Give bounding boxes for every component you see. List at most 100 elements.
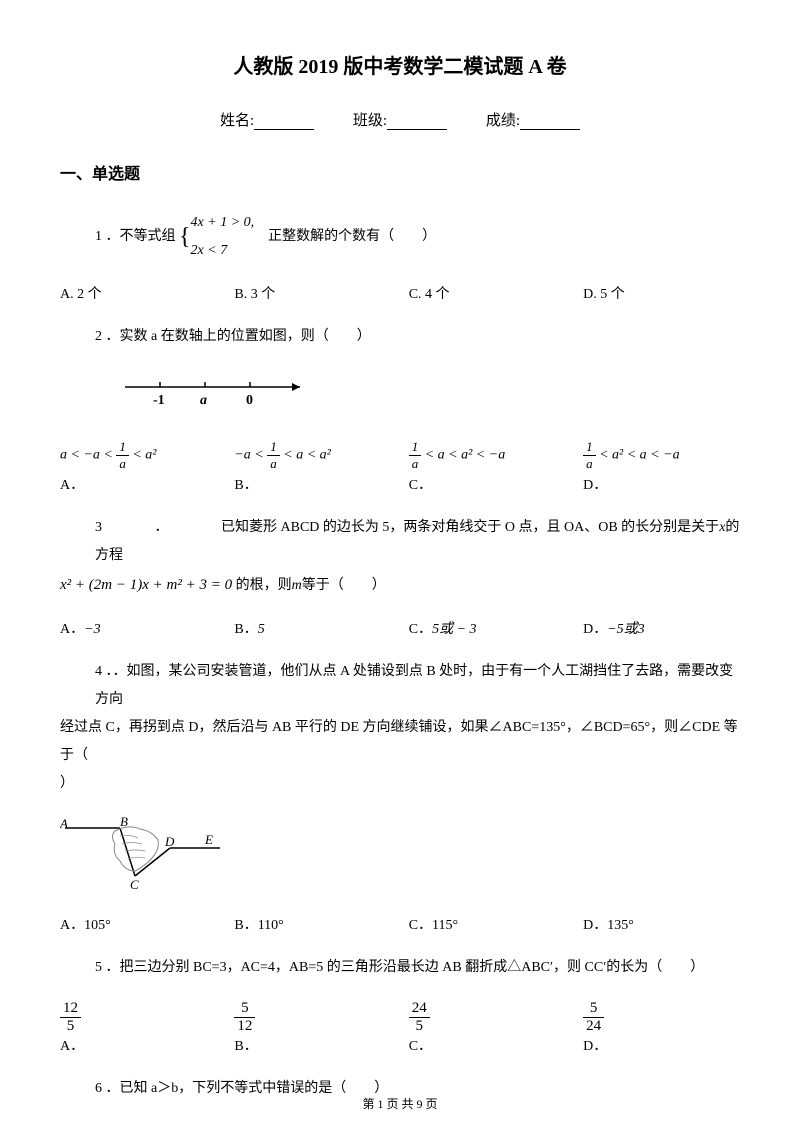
q5-optC-den: 5 xyxy=(409,1018,430,1035)
question-2: 2 ．实数 a 在数轴上的位置如图，则（ ） xyxy=(60,323,740,351)
q5-optC-num: 24 xyxy=(409,1000,430,1018)
q3-optD-val: −5或3 xyxy=(607,622,644,637)
q3-num: 3 xyxy=(95,520,102,535)
class-label: 班级: xyxy=(353,113,387,129)
question-4: 4 ．．如图，某公司安装管道，他们从点 A 处铺设到点 B 处时，由于有一个人工… xyxy=(60,658,740,798)
brace-icon: { xyxy=(179,224,191,250)
q1-prefix: 1 ．不等式组 xyxy=(95,229,176,244)
page-footer: 第 1 页 共 9 页 xyxy=(0,1095,800,1112)
q4-label-D: D xyxy=(164,834,175,849)
q3-optC: C．5或 − 3 xyxy=(409,618,583,638)
class-blank[interactable] xyxy=(387,115,447,130)
q1-optA: A. 2 个 xyxy=(60,283,234,303)
q3-optA-label: A． xyxy=(60,622,84,637)
q5-text: 5 ．把三边分别 BC=3，AC=4，AB=5 的三角形沿最长边 AB 翻折成△… xyxy=(60,954,740,982)
q3-optA-val: −3 xyxy=(84,622,100,637)
score-label: 成绩: xyxy=(486,113,520,129)
q2-optD-den: a xyxy=(583,456,596,472)
q2-number-line: -1 a 0 xyxy=(120,369,740,414)
q2-optC-label: C． xyxy=(409,478,432,493)
q2-optC-post: < a < a² < −a xyxy=(421,448,505,463)
q3-text1: 已知菱形 ABCD 的边长为 5，两条对角线交于 O 点，且 OA、OB 的长分… xyxy=(221,520,719,535)
q1-options: A. 2 个 B. 3 个 C. 4 个 D. 5 个 xyxy=(60,283,740,303)
q3-optD: D．−5或3 xyxy=(583,618,740,638)
question-3: 3 ． 已知菱形 ABCD 的边长为 5，两条对角线交于 O 点，且 OA、OB… xyxy=(60,514,740,600)
q3-optD-label: D． xyxy=(583,622,607,637)
student-info-line: 姓名: 班级: 成绩: xyxy=(60,109,740,130)
name-blank[interactable] xyxy=(254,115,314,130)
q2-optB-post: < a < a² xyxy=(280,448,331,463)
q3-m: m xyxy=(292,578,302,593)
q3-equation: x² + (2m − 1)x + m² + 3 = 0 xyxy=(60,577,232,593)
q3-optC-val: 5或 − 3 xyxy=(432,622,476,637)
axis-a: a xyxy=(200,393,207,408)
q5-optD-label: D． xyxy=(583,1039,607,1054)
q1-optB: B. 3 个 xyxy=(234,283,408,303)
q5-optB-den: 12 xyxy=(234,1018,255,1035)
q3-optB-val: 5 xyxy=(258,622,265,637)
q5-optD-den: 24 xyxy=(583,1018,604,1035)
q3-text2a: 的根，则 xyxy=(236,578,292,593)
q4-text1: 4 ．．如图，某公司安装管道，他们从点 A 处铺设到点 B 处时，由于有一个人工… xyxy=(60,658,740,714)
q4-optD: D．135° xyxy=(583,914,740,934)
q4-label-A: A xyxy=(60,816,68,831)
q2-optA-pre: a < −a < xyxy=(60,448,116,463)
q2-optA-den: a xyxy=(116,456,129,472)
q3-text2b: 等于（ ） xyxy=(302,578,386,593)
q3-optB: B．5 xyxy=(234,618,408,638)
q4-label-C: C xyxy=(130,877,139,891)
question-5: 5 ．把三边分别 BC=3，AC=4，AB=5 的三角形沿最长边 AB 翻折成△… xyxy=(60,954,740,982)
q4-label-E: E xyxy=(204,832,213,847)
q5-options: 125 A． 512 B． 245 C． 524 D． xyxy=(60,1000,740,1055)
q2-optA-num: 1 xyxy=(116,439,129,456)
q5-optA-den: 5 xyxy=(60,1018,81,1035)
q5-optB-num: 5 xyxy=(234,1000,255,1018)
q5-optC: 245 C． xyxy=(409,1000,583,1055)
q3-optB-label: B． xyxy=(234,622,257,637)
q1-optD: D. 5 个 xyxy=(583,283,740,303)
q4-optA: A．105° xyxy=(60,914,234,934)
q4-diagram: A B C D E xyxy=(60,816,740,896)
q5-optA-num: 12 xyxy=(60,1000,81,1018)
question-1: 1 ．不等式组 { 4x + 1 > 0, 2x < 7 正整数解的个数有（ ） xyxy=(60,209,740,265)
q2-optB: −a < 1a < a < a² B． xyxy=(234,439,408,494)
q5-optB-label: B． xyxy=(234,1039,257,1054)
q5-optA-label: A． xyxy=(60,1039,84,1054)
q4-options: A．105° B．110° C．115° D．135° xyxy=(60,914,740,934)
q4-label-B: B xyxy=(120,816,128,829)
q2-optB-num: 1 xyxy=(267,439,280,456)
q3-optA: A．−3 xyxy=(60,618,234,638)
q5-optD-num: 5 xyxy=(583,1000,604,1018)
q4-text3: ） xyxy=(60,770,740,798)
q2-optD: 1a < a² < a < −a D． xyxy=(583,439,740,494)
q2-optD-post: < a² < a < −a xyxy=(596,448,680,463)
name-label: 姓名: xyxy=(220,113,254,129)
q3-optC-label: C． xyxy=(409,622,432,637)
q2-optA-post: < a² xyxy=(129,448,157,463)
q2-options: a < −a < 1a < a² A． −a < 1a < a < a² B． … xyxy=(60,439,740,494)
q2-optA-label: A． xyxy=(60,478,84,493)
axis-minus1: -1 xyxy=(153,393,165,408)
q4-optC: C．115° xyxy=(409,914,583,934)
q2-optC-num: 1 xyxy=(409,439,422,456)
q2-optB-pre: −a < xyxy=(234,448,267,463)
q2-optB-den: a xyxy=(267,456,280,472)
q1-ineq1: 4x + 1 > 0, xyxy=(191,209,255,237)
q2-optB-label: B． xyxy=(234,478,257,493)
q2-optD-label: D． xyxy=(583,478,607,493)
q5-optA: 125 A． xyxy=(60,1000,234,1055)
q3-options: A．−3 B．5 C．5或 − 3 D．−5或3 xyxy=(60,618,740,638)
q2-optC-den: a xyxy=(409,456,422,472)
axis-zero: 0 xyxy=(246,393,253,408)
q5-optD: 524 D． xyxy=(583,1000,740,1055)
score-blank[interactable] xyxy=(520,115,580,130)
q2-optA: a < −a < 1a < a² A． xyxy=(60,439,234,494)
q5-optB: 512 B． xyxy=(234,1000,408,1055)
q2-optD-num: 1 xyxy=(583,439,596,456)
exam-title: 人教版 2019 版中考数学二模试题 A 卷 xyxy=(60,50,740,79)
q1-system: 4x + 1 > 0, 2x < 7 xyxy=(191,209,255,265)
q4-optB: B．110° xyxy=(234,914,408,934)
q1-optC: C. 4 个 xyxy=(409,283,583,303)
q1-suffix: 正整数解的个数有（ ） xyxy=(268,229,436,244)
section-heading: 一、单选题 xyxy=(60,160,740,184)
